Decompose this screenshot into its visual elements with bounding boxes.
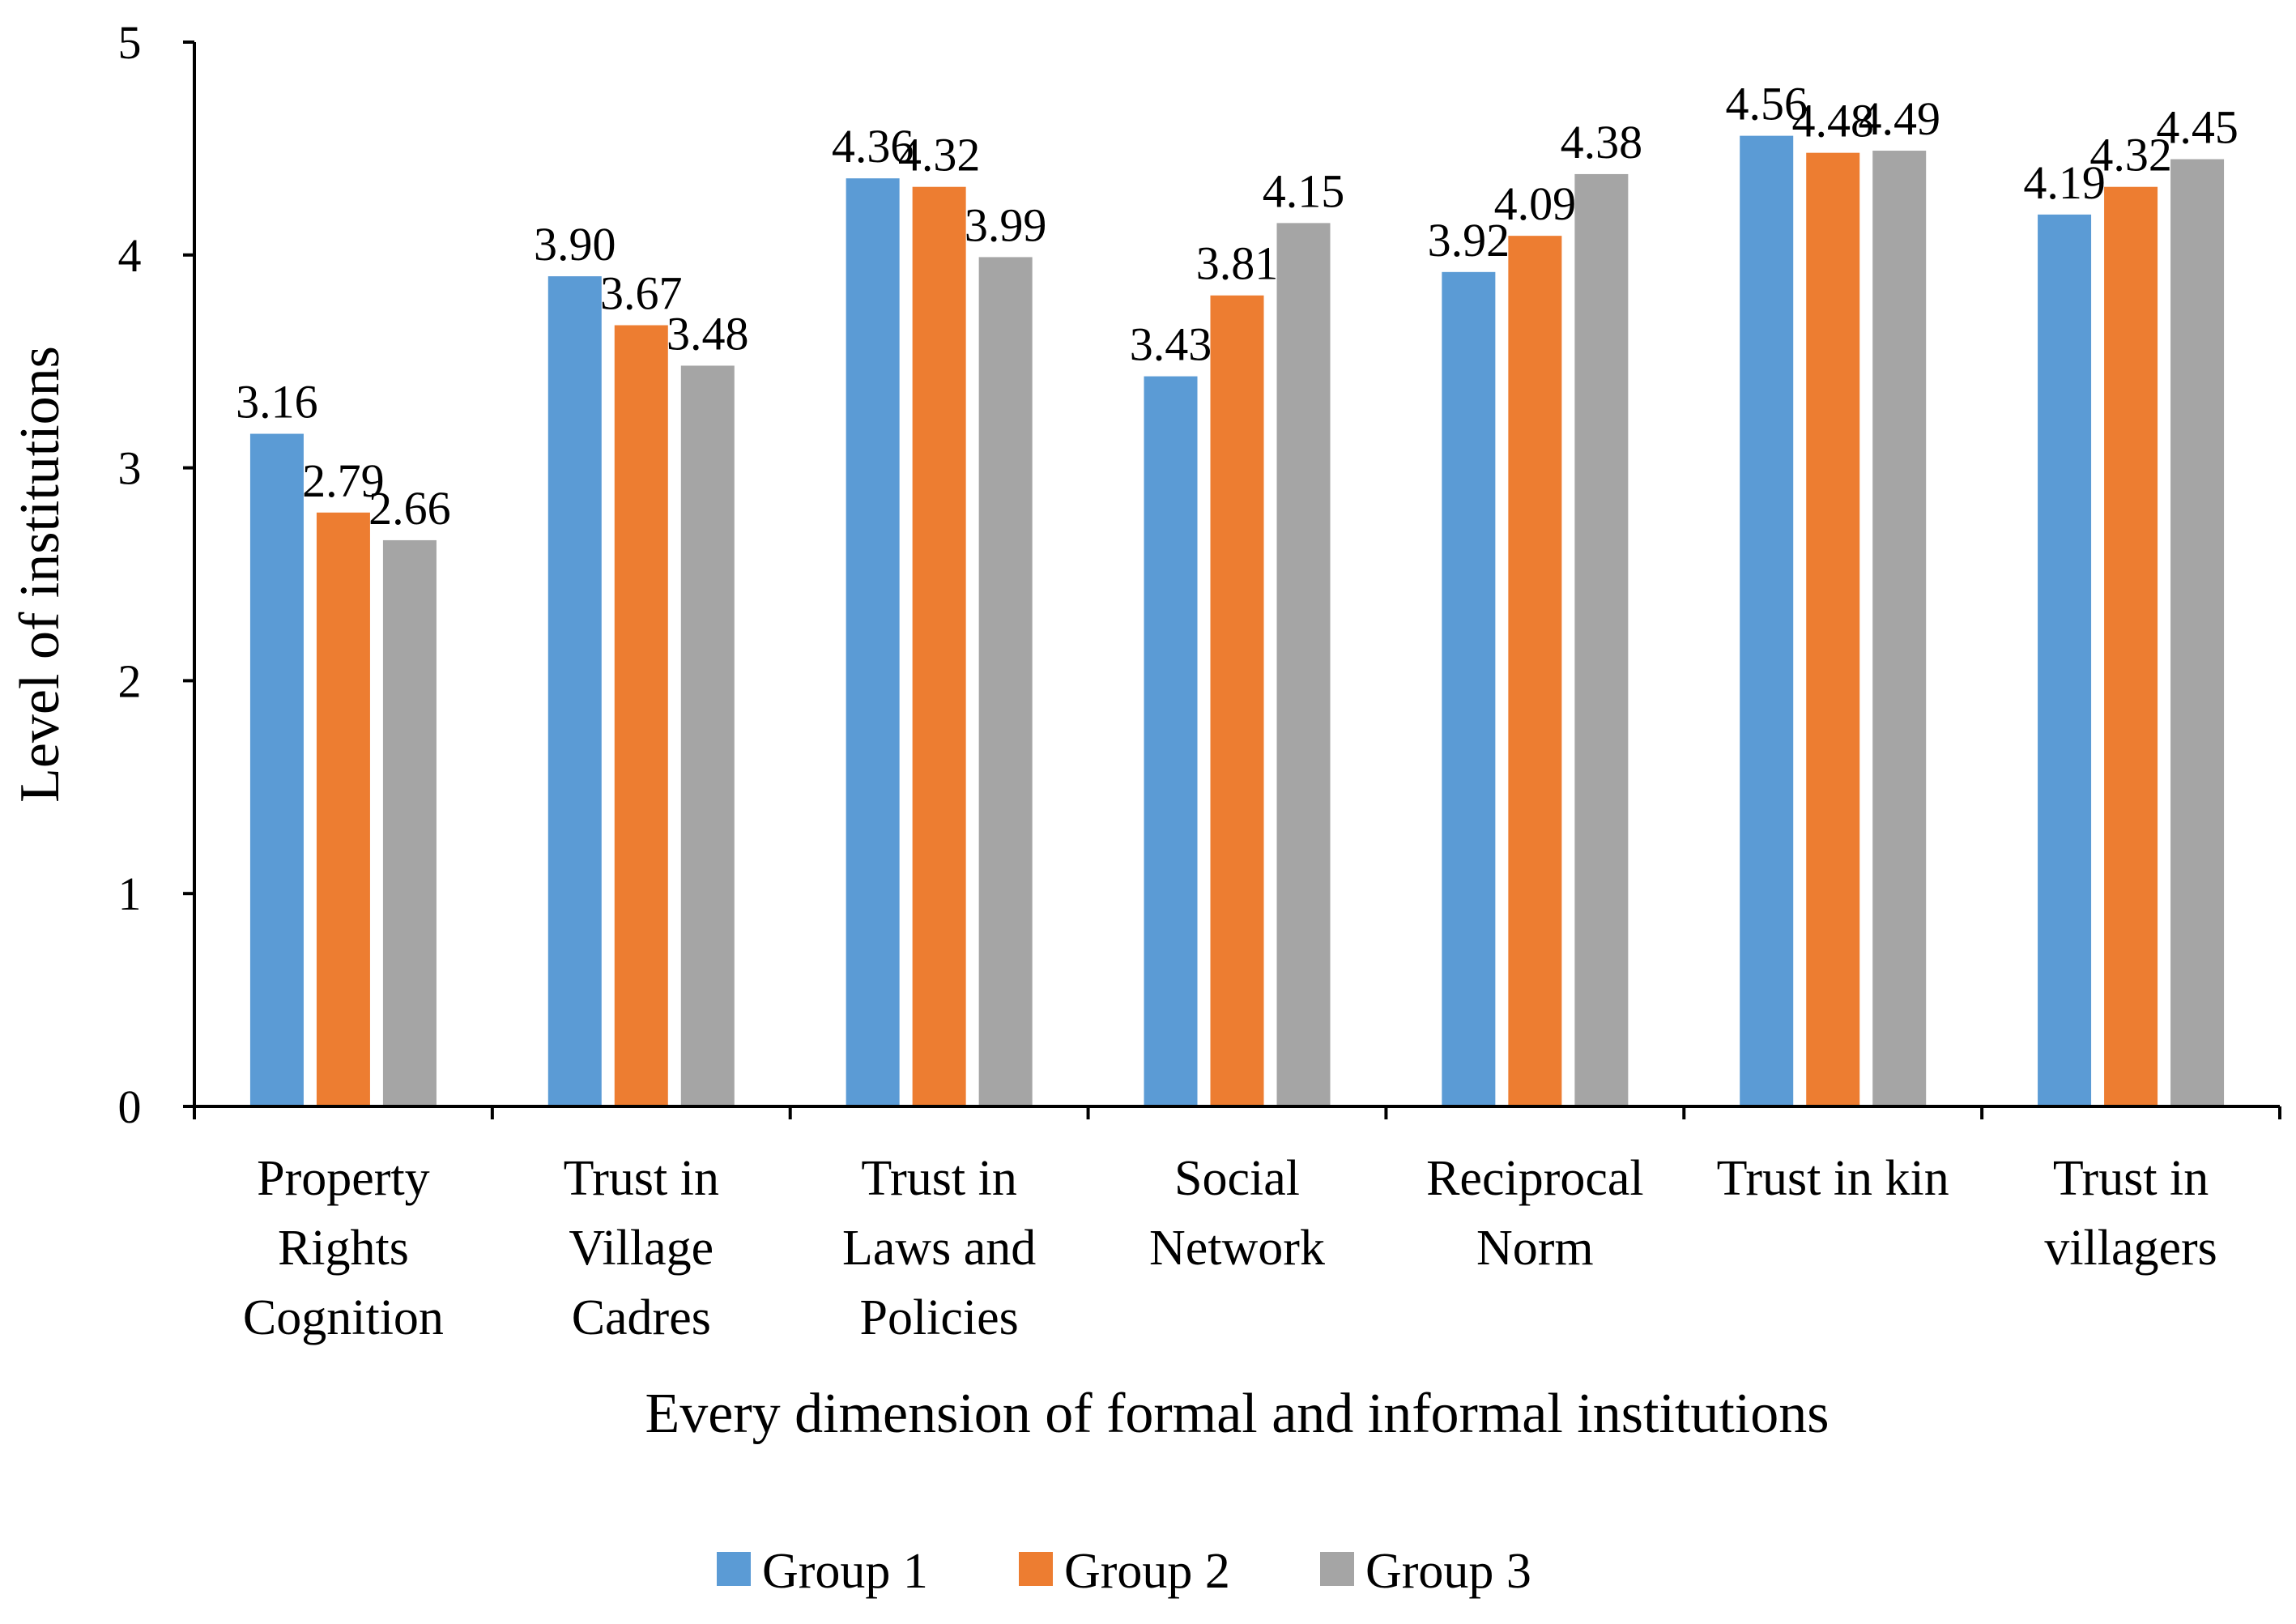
bar-group-2-1 xyxy=(614,325,668,1106)
labels-layer: 3.162.792.663.903.673.484.364.323.993.43… xyxy=(236,78,2238,535)
bar-group-1-3 xyxy=(1144,376,1198,1106)
bar-group-3-1 xyxy=(680,365,735,1106)
bar-group-1-4 xyxy=(1442,271,1496,1107)
bar-group-3-4 xyxy=(1574,173,1629,1106)
data-label: 4.09 xyxy=(1494,177,1577,230)
bars-layer xyxy=(249,135,2225,1107)
data-label: 4.38 xyxy=(1561,116,1643,168)
y-tick-label: 4 xyxy=(118,229,142,282)
bar-group-2-4 xyxy=(1508,236,1562,1107)
x-axis-title: Every dimension of formal and informal i… xyxy=(645,1383,1830,1445)
data-label: 3.16 xyxy=(236,376,318,428)
bar-group-1-5 xyxy=(1740,135,1794,1107)
bar-group-1-0 xyxy=(249,433,304,1106)
x-tick-label: Rights xyxy=(278,1221,409,1276)
legend-swatch-2 xyxy=(1019,1552,1053,1586)
y-tick-label: 3 xyxy=(118,442,142,495)
x-tick-label: Trust in xyxy=(2053,1151,2209,1206)
x-tick-label: Property xyxy=(257,1151,430,1206)
bar-group-2-5 xyxy=(1806,152,1860,1106)
x-tick-label: Cadres xyxy=(572,1290,711,1345)
data-label: 4.48 xyxy=(1791,95,1874,147)
data-label: 3.99 xyxy=(965,198,1047,251)
bar-group-2-3 xyxy=(1210,295,1264,1106)
legend-swatch-1 xyxy=(717,1552,751,1586)
legend-swatch-3 xyxy=(1320,1552,1354,1586)
data-label: 2.79 xyxy=(302,454,385,507)
bar-group-1-1 xyxy=(547,276,602,1107)
bar-group-2-0 xyxy=(316,512,370,1106)
legend-label-2: Group 2 xyxy=(1064,1544,1230,1599)
x-tick-label: Network xyxy=(1149,1221,1325,1276)
x-tick-label: Trust in xyxy=(861,1151,1016,1206)
x-tick-label: Social xyxy=(1174,1151,1300,1206)
y-axis-title: Level of institutions xyxy=(9,346,71,803)
x-tick-label: Laws and xyxy=(842,1221,1036,1276)
data-label: 3.43 xyxy=(1130,318,1212,371)
data-label: 4.32 xyxy=(2089,129,2172,181)
data-label: 4.56 xyxy=(1725,78,1808,130)
data-label: 3.48 xyxy=(667,307,749,360)
bar-group-3-2 xyxy=(978,257,1033,1107)
bar-group-3-0 xyxy=(382,539,437,1106)
x-tick-label: Cognition xyxy=(243,1290,444,1345)
data-label: 4.49 xyxy=(1858,92,1940,145)
y-tick-label: 2 xyxy=(118,654,142,707)
data-label: 4.15 xyxy=(1263,164,1345,217)
legend-label-3: Group 3 xyxy=(1365,1544,1531,1599)
bar-group-3-3 xyxy=(1276,223,1331,1106)
y-tick-label: 5 xyxy=(118,16,142,69)
bar-group-2-2 xyxy=(912,186,966,1107)
bar-group-1-6 xyxy=(2038,214,2092,1106)
data-label: 4.45 xyxy=(2156,101,2238,154)
data-label: 3.92 xyxy=(1428,214,1510,266)
x-tick-label: Trust in kin xyxy=(1717,1151,1949,1206)
data-label: 4.19 xyxy=(2023,156,2106,209)
x-tick-label: Trust in xyxy=(564,1151,719,1206)
data-label: 4.32 xyxy=(898,129,981,181)
data-label: 3.67 xyxy=(600,267,683,320)
data-label: 3.90 xyxy=(534,218,616,271)
y-tick-label: 1 xyxy=(118,867,142,920)
bar-group-1-2 xyxy=(846,178,900,1106)
bar-group-3-5 xyxy=(1872,151,1927,1107)
x-tick-label: Village xyxy=(569,1221,714,1276)
axes-layer: Property Rights Cognition Trust in Village Ca… xyxy=(9,16,2281,1445)
x-tick-label: Reciprocal xyxy=(1426,1151,1644,1206)
x-tick-label: villagers xyxy=(2044,1221,2217,1276)
data-label: 3.81 xyxy=(1196,237,1279,290)
legend-label-1: Group 1 xyxy=(762,1544,928,1599)
bar-group-3-6 xyxy=(2170,159,2225,1106)
bar-group-2-6 xyxy=(2104,186,2158,1107)
legend: Group 1 Group 2 Group 3 xyxy=(717,1544,1531,1599)
x-tick-label: Norm xyxy=(1476,1221,1594,1276)
y-tick-label: 0 xyxy=(118,1081,142,1133)
data-label: 2.66 xyxy=(368,482,451,535)
x-tick-label: Policies xyxy=(859,1290,1018,1345)
data-label: 4.36 xyxy=(832,120,914,173)
